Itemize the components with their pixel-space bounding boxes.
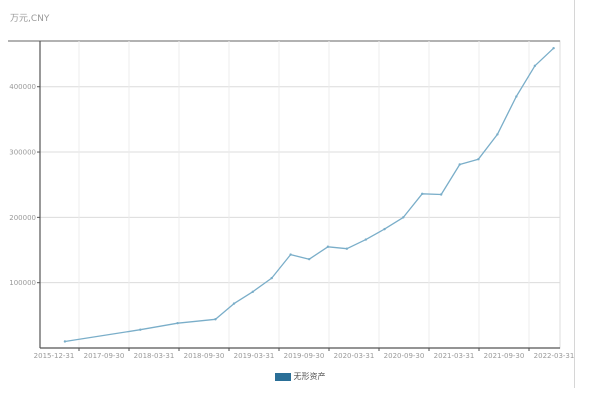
- data-point: [364, 238, 367, 241]
- x-tick-label: 2020-09-30: [384, 352, 425, 360]
- y-tick-label: 400000: [9, 83, 36, 91]
- data-point: [289, 253, 292, 256]
- legend-swatch: [274, 372, 291, 381]
- x-tick-label: 2019-03-31: [234, 352, 275, 360]
- x-tick-label: 2018-03-31: [134, 352, 175, 360]
- y-tick-label: 100000: [9, 279, 36, 287]
- data-point: [421, 192, 424, 196]
- data-point: [458, 163, 461, 166]
- x-tick-label: 2022-03-31: [534, 352, 575, 360]
- y-tick-label: 200000: [9, 214, 36, 222]
- legend-label: 无形资产: [293, 372, 326, 381]
- data-point: [214, 318, 217, 321]
- right-edge-divider: [574, 0, 575, 388]
- data-point: [270, 276, 273, 280]
- data-point: [251, 290, 254, 294]
- data-point: [176, 321, 179, 325]
- data-point: [345, 247, 349, 250]
- x-tick-label: 2020-03-31: [334, 352, 375, 360]
- data-point: [552, 46, 555, 50]
- data-point: [326, 245, 330, 248]
- data-point: [533, 64, 537, 68]
- data-point: [307, 257, 311, 261]
- data-point: [139, 328, 142, 331]
- x-tick-label: 2017-09-30: [84, 352, 125, 360]
- legend[interactable]: 无形资产: [0, 371, 600, 382]
- data-point: [63, 340, 67, 343]
- y-tick-label: 300000: [9, 149, 36, 157]
- data-point: [439, 193, 443, 196]
- data-point: [383, 227, 386, 231]
- data-point: [402, 216, 405, 219]
- y-unit-label: 万元,CNY: [10, 14, 50, 24]
- data-point: [477, 158, 480, 161]
- series-line: [64, 47, 555, 343]
- x-tick-label: 2021-03-31: [434, 352, 475, 360]
- data-point: [515, 95, 518, 98]
- x-tick-label: 2018-09-30: [184, 352, 225, 360]
- x-tick-label: 2015-12-31: [34, 352, 75, 360]
- data-point: [496, 133, 499, 136]
- data-point: [232, 302, 236, 305]
- x-tick-label: 2021-09-30: [484, 352, 525, 360]
- x-tick-label: 2019-09-30: [284, 352, 325, 360]
